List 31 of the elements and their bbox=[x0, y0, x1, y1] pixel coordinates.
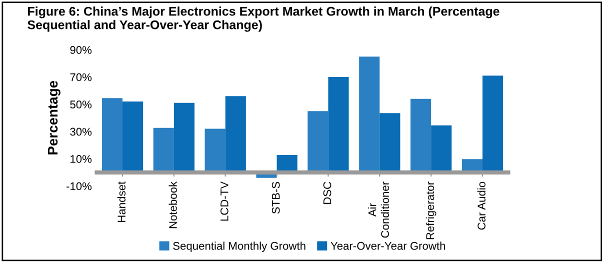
y-tick-label: 10% bbox=[70, 155, 92, 163]
bar bbox=[482, 76, 504, 172]
bar bbox=[102, 98, 123, 172]
legend-label: Year-Over-Year Growth bbox=[330, 242, 446, 250]
x-tick-label: Notebook bbox=[168, 181, 177, 228]
bar bbox=[204, 128, 226, 172]
bar bbox=[153, 128, 174, 172]
bar bbox=[308, 111, 328, 172]
x-tick-label: Handset bbox=[117, 182, 126, 222]
x-tick-label: STB-S bbox=[272, 182, 280, 214]
bar bbox=[431, 125, 452, 172]
y-tick-label: 30% bbox=[70, 128, 92, 136]
chart-title: Figure 6: China’s Major Electronics Export Market Growth in March (Percentage Sequential and Year-Over-Year Change) bbox=[28, 6, 500, 32]
bar bbox=[225, 96, 246, 172]
x-tick-label: DSC bbox=[323, 182, 332, 204]
y-tick-label: 50% bbox=[70, 100, 92, 108]
bar bbox=[122, 102, 144, 172]
bar bbox=[380, 113, 400, 172]
bar bbox=[359, 56, 380, 172]
x-tick-label: LCD-TV bbox=[220, 181, 228, 221]
y-tick-label: 70% bbox=[70, 73, 92, 82]
y-tick-label: -10% bbox=[66, 182, 92, 190]
y-axis-title: Percentage bbox=[48, 80, 60, 154]
bar bbox=[410, 98, 432, 172]
bar bbox=[174, 102, 195, 172]
bar bbox=[328, 77, 349, 172]
x-tick-label: Air Conditioner bbox=[368, 182, 390, 238]
y-tick-label: 90% bbox=[70, 46, 92, 54]
legend-label: Sequential Monthly Growth bbox=[173, 242, 306, 252]
x-tick-label: Car Audio bbox=[477, 182, 486, 230]
x-tick-label: Refrigerator bbox=[426, 182, 436, 240]
